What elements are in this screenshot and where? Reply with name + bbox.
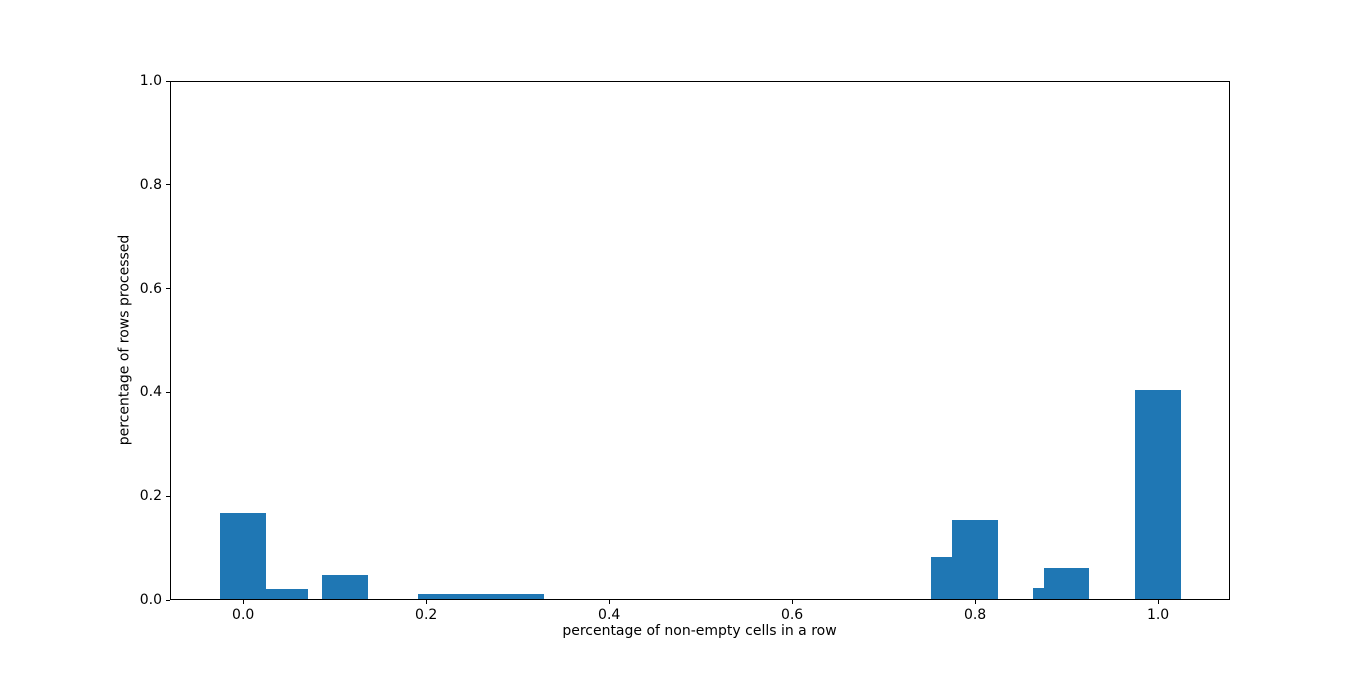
histogram-bar-5 <box>952 519 998 600</box>
x-tick-label-2: 0.4 <box>598 607 621 623</box>
y-tick-mark-5 <box>166 80 170 82</box>
plot-area <box>170 81 1230 600</box>
y-tick-mark-4 <box>166 184 170 186</box>
y-tick-mark-1 <box>166 495 170 497</box>
x-tick-label-1: 0.2 <box>415 607 438 623</box>
y-tick-label-0: 0.0 <box>139 592 162 608</box>
x-tick-label-4: 0.8 <box>963 607 987 623</box>
histogram-bar-8 <box>1135 390 1181 600</box>
y-tick-mark-0 <box>166 599 170 601</box>
x-tick-mark-4 <box>974 600 976 604</box>
histogram-bar-0 <box>220 512 266 600</box>
y-tick-mark-3 <box>166 288 170 290</box>
histogram-bar-1 <box>262 588 309 600</box>
y-tick-label-4: 0.8 <box>139 176 162 193</box>
x-tick-label-3: 0.6 <box>780 607 804 623</box>
x-tick-mark-3 <box>791 600 793 604</box>
histogram-bar-3 <box>417 593 545 600</box>
y-tick-label-1: 0.2 <box>139 488 162 505</box>
histogram-bar-2 <box>321 575 368 600</box>
x-tick-label-5: 1.0 <box>1146 607 1170 623</box>
y-tick-label-5: 1.0 <box>139 73 162 89</box>
histogram-bar-7 <box>1043 568 1090 600</box>
y-tick-mark-2 <box>166 391 170 393</box>
y-tick-label-2: 0.4 <box>139 384 162 401</box>
x-tick-label-0: 0.0 <box>232 607 255 623</box>
x-tick-mark-2 <box>608 600 610 604</box>
x-tick-mark-0 <box>242 600 244 604</box>
y-axis-label: percentage of rows processed <box>116 234 133 446</box>
x-tick-mark-1 <box>425 600 427 604</box>
x-tick-mark-5 <box>1157 600 1159 604</box>
x-axis-label: percentage of non-empty cells in a row <box>562 623 837 639</box>
y-tick-label-3: 0.6 <box>139 280 162 297</box>
